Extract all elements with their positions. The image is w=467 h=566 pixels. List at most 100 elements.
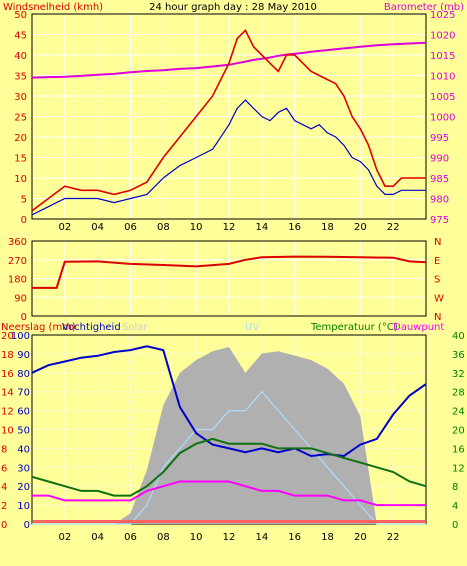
rain-y-tick-label: 12 xyxy=(1,407,14,418)
temperature-y-tick-label: 36 xyxy=(452,350,465,361)
rain-y-tick-label: 14 xyxy=(1,388,14,399)
wind-y-tick-labels: 0 5 10 15 20 25 30 35 40 45 50 xyxy=(14,10,27,226)
wind-gust-series-line xyxy=(31,29,426,212)
chart-title: 24 hour graph day : 28 May 2010 xyxy=(149,2,317,13)
wind-x-tick-label: 08 xyxy=(157,222,170,233)
wind-y-tick-label: 0 xyxy=(21,215,27,226)
barometer-y-tick-label: 1015 xyxy=(430,51,455,62)
humidity-y-tick-labels: 0 10 20 30 40 50 60 70 80 90 100 xyxy=(11,331,30,531)
temperature-y-tick-label: 4 xyxy=(452,501,458,512)
barometer-y-tick-labels: 975 980 985 990 995 1000 1005 1010 1015 1020 1025 xyxy=(430,10,455,226)
wind-x-tick-label: 20 xyxy=(354,222,367,233)
rain-y-tick-label: 2 xyxy=(1,501,7,512)
direction-y-tick-label: 90 xyxy=(14,293,27,304)
humidity-y-tick-label: 0 xyxy=(24,520,30,531)
temperature-y-tick-label: 16 xyxy=(452,444,465,455)
climate-x-tick-label: 08 xyxy=(157,532,170,543)
compass-label: N xyxy=(434,312,441,323)
compass-label: E xyxy=(434,256,440,267)
rain-y-tick-label: 20 xyxy=(1,331,14,342)
barometer-series-line xyxy=(31,41,427,79)
wind-y-tick-label: 30 xyxy=(14,92,27,103)
wind-x-tick-label: 12 xyxy=(223,222,236,233)
wind-y-tick-label: 35 xyxy=(14,72,27,83)
wind-y-tick-label: 45 xyxy=(14,31,27,42)
wind-y-tick-label: 20 xyxy=(14,133,27,144)
humidity-series-line xyxy=(31,345,427,458)
humidity-axis-title: Vochtigheid xyxy=(62,322,121,333)
direction-y-tick-label: 180 xyxy=(8,275,27,286)
wind-y-tick-label: 40 xyxy=(14,51,27,62)
humidity-y-tick-label: 70 xyxy=(17,388,30,399)
uv-series-line xyxy=(32,390,426,525)
rain-y-tick-label: 18 xyxy=(1,350,14,361)
wind-x-tick-label: 18 xyxy=(321,222,334,233)
wind-speed-series-line xyxy=(31,99,426,216)
direction-grid xyxy=(33,242,425,315)
wind-grid xyxy=(33,15,425,218)
barometer-y-tick-label: 980 xyxy=(430,195,449,206)
solar-axis-title: Solar xyxy=(122,322,148,333)
humidity-y-tick-label: 100 xyxy=(11,331,30,342)
wind-x-tick-label: 04 xyxy=(91,222,104,233)
direction-y-tick-label: 360 xyxy=(8,237,27,248)
wind-y-tick-label: 25 xyxy=(14,113,27,124)
barometer-axis-title: Barometer (mb) xyxy=(384,2,464,13)
temperature-y-tick-label: 8 xyxy=(452,482,458,493)
temperature-series-line xyxy=(31,437,427,497)
wind-y-tick-label: 10 xyxy=(14,174,27,185)
solar-radiation-area xyxy=(32,347,426,524)
humidity-y-tick-label: 20 xyxy=(17,482,30,493)
wind-barometer-panel: Windsnelheid (kmh) 24 hour graph day : 2… xyxy=(3,2,464,233)
temperature-axis-title: Temperatuur (°C) xyxy=(310,322,398,333)
climate-x-tick-label: 20 xyxy=(354,532,367,543)
humidity-y-tick-label: 80 xyxy=(17,369,30,380)
barometer-y-tick-label: 1020 xyxy=(430,31,455,42)
rain-y-tick-label: 6 xyxy=(1,463,7,474)
direction-y-tick-labels: 0 90 180 270 360 xyxy=(8,237,27,323)
rain-y-tick-label: 0 xyxy=(1,520,7,531)
humidity-y-tick-label: 60 xyxy=(17,407,30,418)
climate-x-tick-label: 04 xyxy=(91,532,104,543)
humidity-y-tick-label: 40 xyxy=(17,444,30,455)
humidity-y-tick-label: 30 xyxy=(17,463,30,474)
rain-y-tick-labels: 0 2 4 6 8 10 12 14 16 18 20 xyxy=(1,331,14,531)
rain-y-tick-label: 4 xyxy=(1,482,7,493)
temperature-y-tick-label: 32 xyxy=(452,369,465,380)
wind-x-tick-labels: 02 04 06 08 10 12 14 16 18 20 22 xyxy=(58,222,399,233)
barometer-y-tick-label: 995 xyxy=(430,133,449,144)
wind-y-tick-label: 15 xyxy=(14,154,27,165)
direction-y-tick-label: 0 xyxy=(21,312,27,323)
direction-y-tick-label: 270 xyxy=(8,256,27,267)
wind-y-tick-label: 50 xyxy=(14,10,27,21)
wind-direction-series-line xyxy=(32,255,427,289)
barometer-y-tick-label: 1000 xyxy=(430,113,455,124)
temperature-y-tick-label: 40 xyxy=(452,331,465,342)
uv-axis-title: UV xyxy=(245,322,259,333)
temperature-y-tick-labels: 0 4 8 12 16 20 24 28 32 36 40 xyxy=(452,331,465,531)
temperature-y-tick-label: 0 xyxy=(452,520,458,531)
climate-panel: Neerslag (mm) Vochtigheid Solar UV Tempe… xyxy=(1,322,465,543)
dewpoint-series-line xyxy=(32,480,426,507)
wind-x-tick-label: 10 xyxy=(190,222,203,233)
climate-x-tick-label: 18 xyxy=(321,532,334,543)
climate-x-tick-label: 10 xyxy=(190,532,203,543)
wind-x-tick-label: 14 xyxy=(255,222,268,233)
wind-axis-title: Windsnelheid (kmh) xyxy=(3,2,103,13)
compass-label: W xyxy=(434,293,444,304)
climate-x-tick-label: 14 xyxy=(255,532,268,543)
humidity-y-tick-label: 90 xyxy=(17,350,30,361)
temperature-y-tick-label: 28 xyxy=(452,388,465,399)
temperature-y-tick-label: 24 xyxy=(452,407,465,418)
climate-x-tick-label: 12 xyxy=(223,532,236,543)
barometer-y-tick-label: 975 xyxy=(430,215,449,226)
rain-y-tick-label: 10 xyxy=(1,426,14,437)
rain-baseline-bar xyxy=(33,520,425,523)
climate-x-tick-labels: 02 04 06 08 10 12 14 16 18 20 22 xyxy=(58,532,399,543)
wind-x-tick-label: 02 xyxy=(58,222,71,233)
compass-label: S xyxy=(434,275,440,286)
wind-x-tick-label: 16 xyxy=(288,222,301,233)
